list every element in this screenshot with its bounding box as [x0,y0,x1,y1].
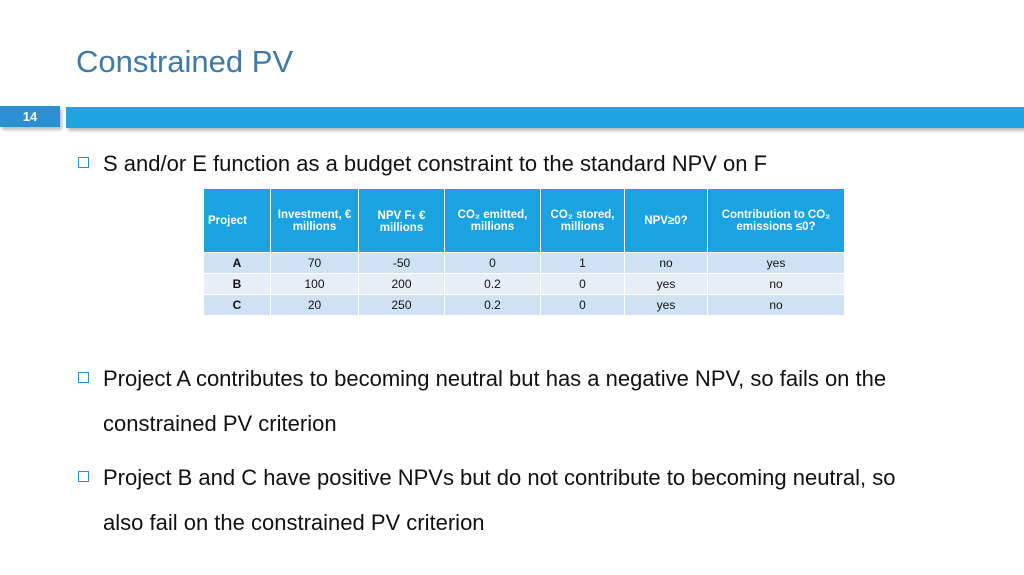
column-header: Contribution to CO₂ emissions ≤0? [707,189,845,253]
data-table: Project Investment, € millions NPV Fₜ € mi… [204,189,845,315]
table-cell: 1 [540,252,625,274]
column-header: Investment, € millions [270,189,359,253]
table-cell: C [204,294,271,315]
table-cell: yes [624,273,708,295]
table-cell: 0 [540,294,625,315]
table-cell: 0.2 [444,273,541,295]
table-body: A 70 -50 0 1 no yes B 100 200 0.2 0 yes no C 20 250 0.2 0 y… [204,252,845,315]
table-cell: -50 [358,252,445,274]
table-cell: 200 [358,273,445,295]
table-cell: 250 [358,294,445,315]
table-cell: 70 [270,252,359,274]
table-cell: yes [624,294,708,315]
table-cell: 0.2 [444,294,541,315]
table-row: C 20 250 0.2 0 yes no [204,294,845,315]
table-cell: 20 [270,294,359,315]
column-header: CO₂ stored, millions [540,189,625,253]
header-row: Project Investment, € millions NPV Fₜ € mi… [204,189,845,253]
table-cell: 0 [444,252,541,274]
slide-number: 14 [0,106,60,127]
column-header: NPV Fₜ € millions [358,189,445,253]
table-cell: 100 [270,273,359,295]
slide-title: Constrained PV [76,44,294,79]
column-header: CO₂ emitted, millions [444,189,541,253]
header-bar [66,107,1024,128]
table-cell: no [707,294,845,315]
bullet: Project B and C have positive NPVs but d… [78,455,903,545]
bullet: S and/or E function as a budget constrai… [78,141,903,186]
table-cell: no [707,273,845,295]
table-cell: yes [707,252,845,274]
table-cell: 0 [540,273,625,295]
table-cell: B [204,273,271,295]
column-header: Project [204,189,271,253]
table-cell: A [204,252,271,274]
table-row: B 100 200 0.2 0 yes no [204,273,845,295]
table-row: A 70 -50 0 1 no yes [204,252,845,274]
table-cell: no [624,252,708,274]
column-header: NPV≥0? [624,189,708,253]
bullet: Project A contributes to becoming neutra… [78,356,903,446]
